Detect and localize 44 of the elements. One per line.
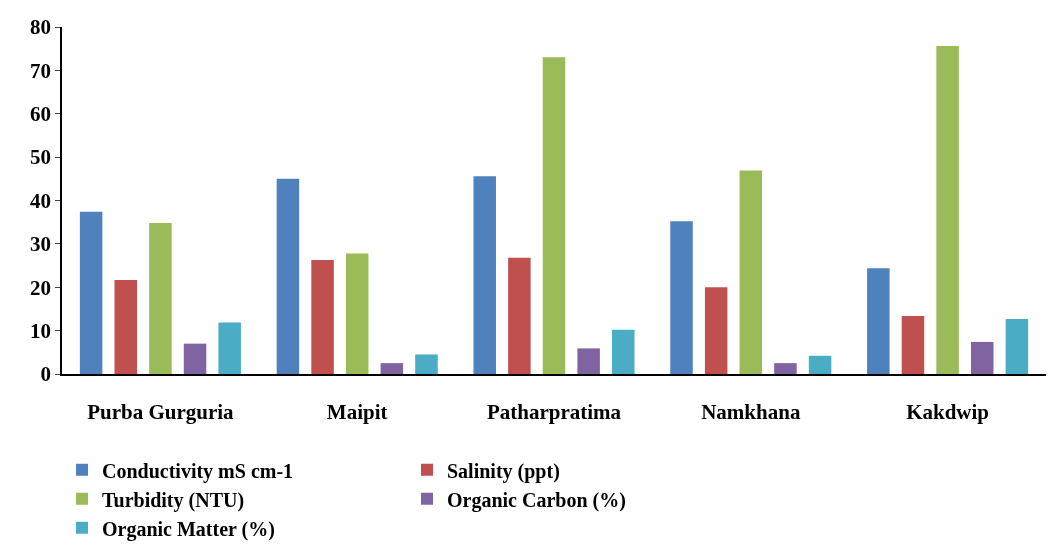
bar bbox=[936, 46, 959, 374]
y-tick-label: 70 bbox=[30, 58, 52, 83]
bar bbox=[901, 315, 925, 374]
y-tick-label: 20 bbox=[30, 275, 52, 300]
legend-label: Organic Carbon (%) bbox=[447, 488, 626, 512]
bar bbox=[867, 268, 890, 374]
bar bbox=[218, 322, 241, 374]
y-tick-label: 40 bbox=[30, 188, 52, 213]
bar bbox=[114, 279, 138, 374]
y-tick-label: 50 bbox=[30, 145, 52, 170]
y-tick-label: 0 bbox=[40, 362, 52, 387]
bar bbox=[774, 363, 797, 374]
bar bbox=[739, 170, 763, 374]
bar bbox=[311, 259, 334, 374]
bar bbox=[473, 176, 496, 374]
bar bbox=[704, 287, 728, 374]
bar bbox=[183, 343, 207, 374]
y-tick-label: 10 bbox=[30, 318, 52, 343]
y-tick-label: 60 bbox=[30, 102, 52, 127]
x-tick-label: Patharpratima bbox=[486, 399, 622, 424]
bar bbox=[415, 354, 438, 374]
y-tick-label: 30 bbox=[30, 232, 52, 257]
bar bbox=[276, 178, 300, 374]
bar bbox=[508, 257, 531, 374]
bar bbox=[970, 341, 994, 374]
bar bbox=[670, 221, 693, 374]
legend-label: Salinity (ppt) bbox=[447, 459, 560, 483]
bar bbox=[542, 57, 566, 374]
x-tick-label: Kakdwip bbox=[906, 399, 990, 424]
bar bbox=[612, 329, 635, 374]
bar bbox=[1005, 318, 1029, 374]
bar bbox=[808, 355, 832, 374]
legend-label: Conductivity mS cm-1 bbox=[102, 459, 294, 483]
legend-label: Organic Matter (%) bbox=[102, 517, 275, 541]
bar bbox=[345, 253, 369, 374]
bar bbox=[577, 348, 600, 374]
x-tick-label: Maipit bbox=[326, 399, 388, 424]
bar bbox=[380, 363, 404, 374]
bar bbox=[149, 223, 172, 374]
x-tick-label: Namkhana bbox=[701, 399, 801, 424]
y-tick-label: 80 bbox=[30, 15, 52, 40]
legend-label: Turbidity (NTU) bbox=[102, 488, 245, 512]
x-tick-label: Purba Gurguria bbox=[87, 399, 235, 424]
bar bbox=[79, 211, 103, 374]
